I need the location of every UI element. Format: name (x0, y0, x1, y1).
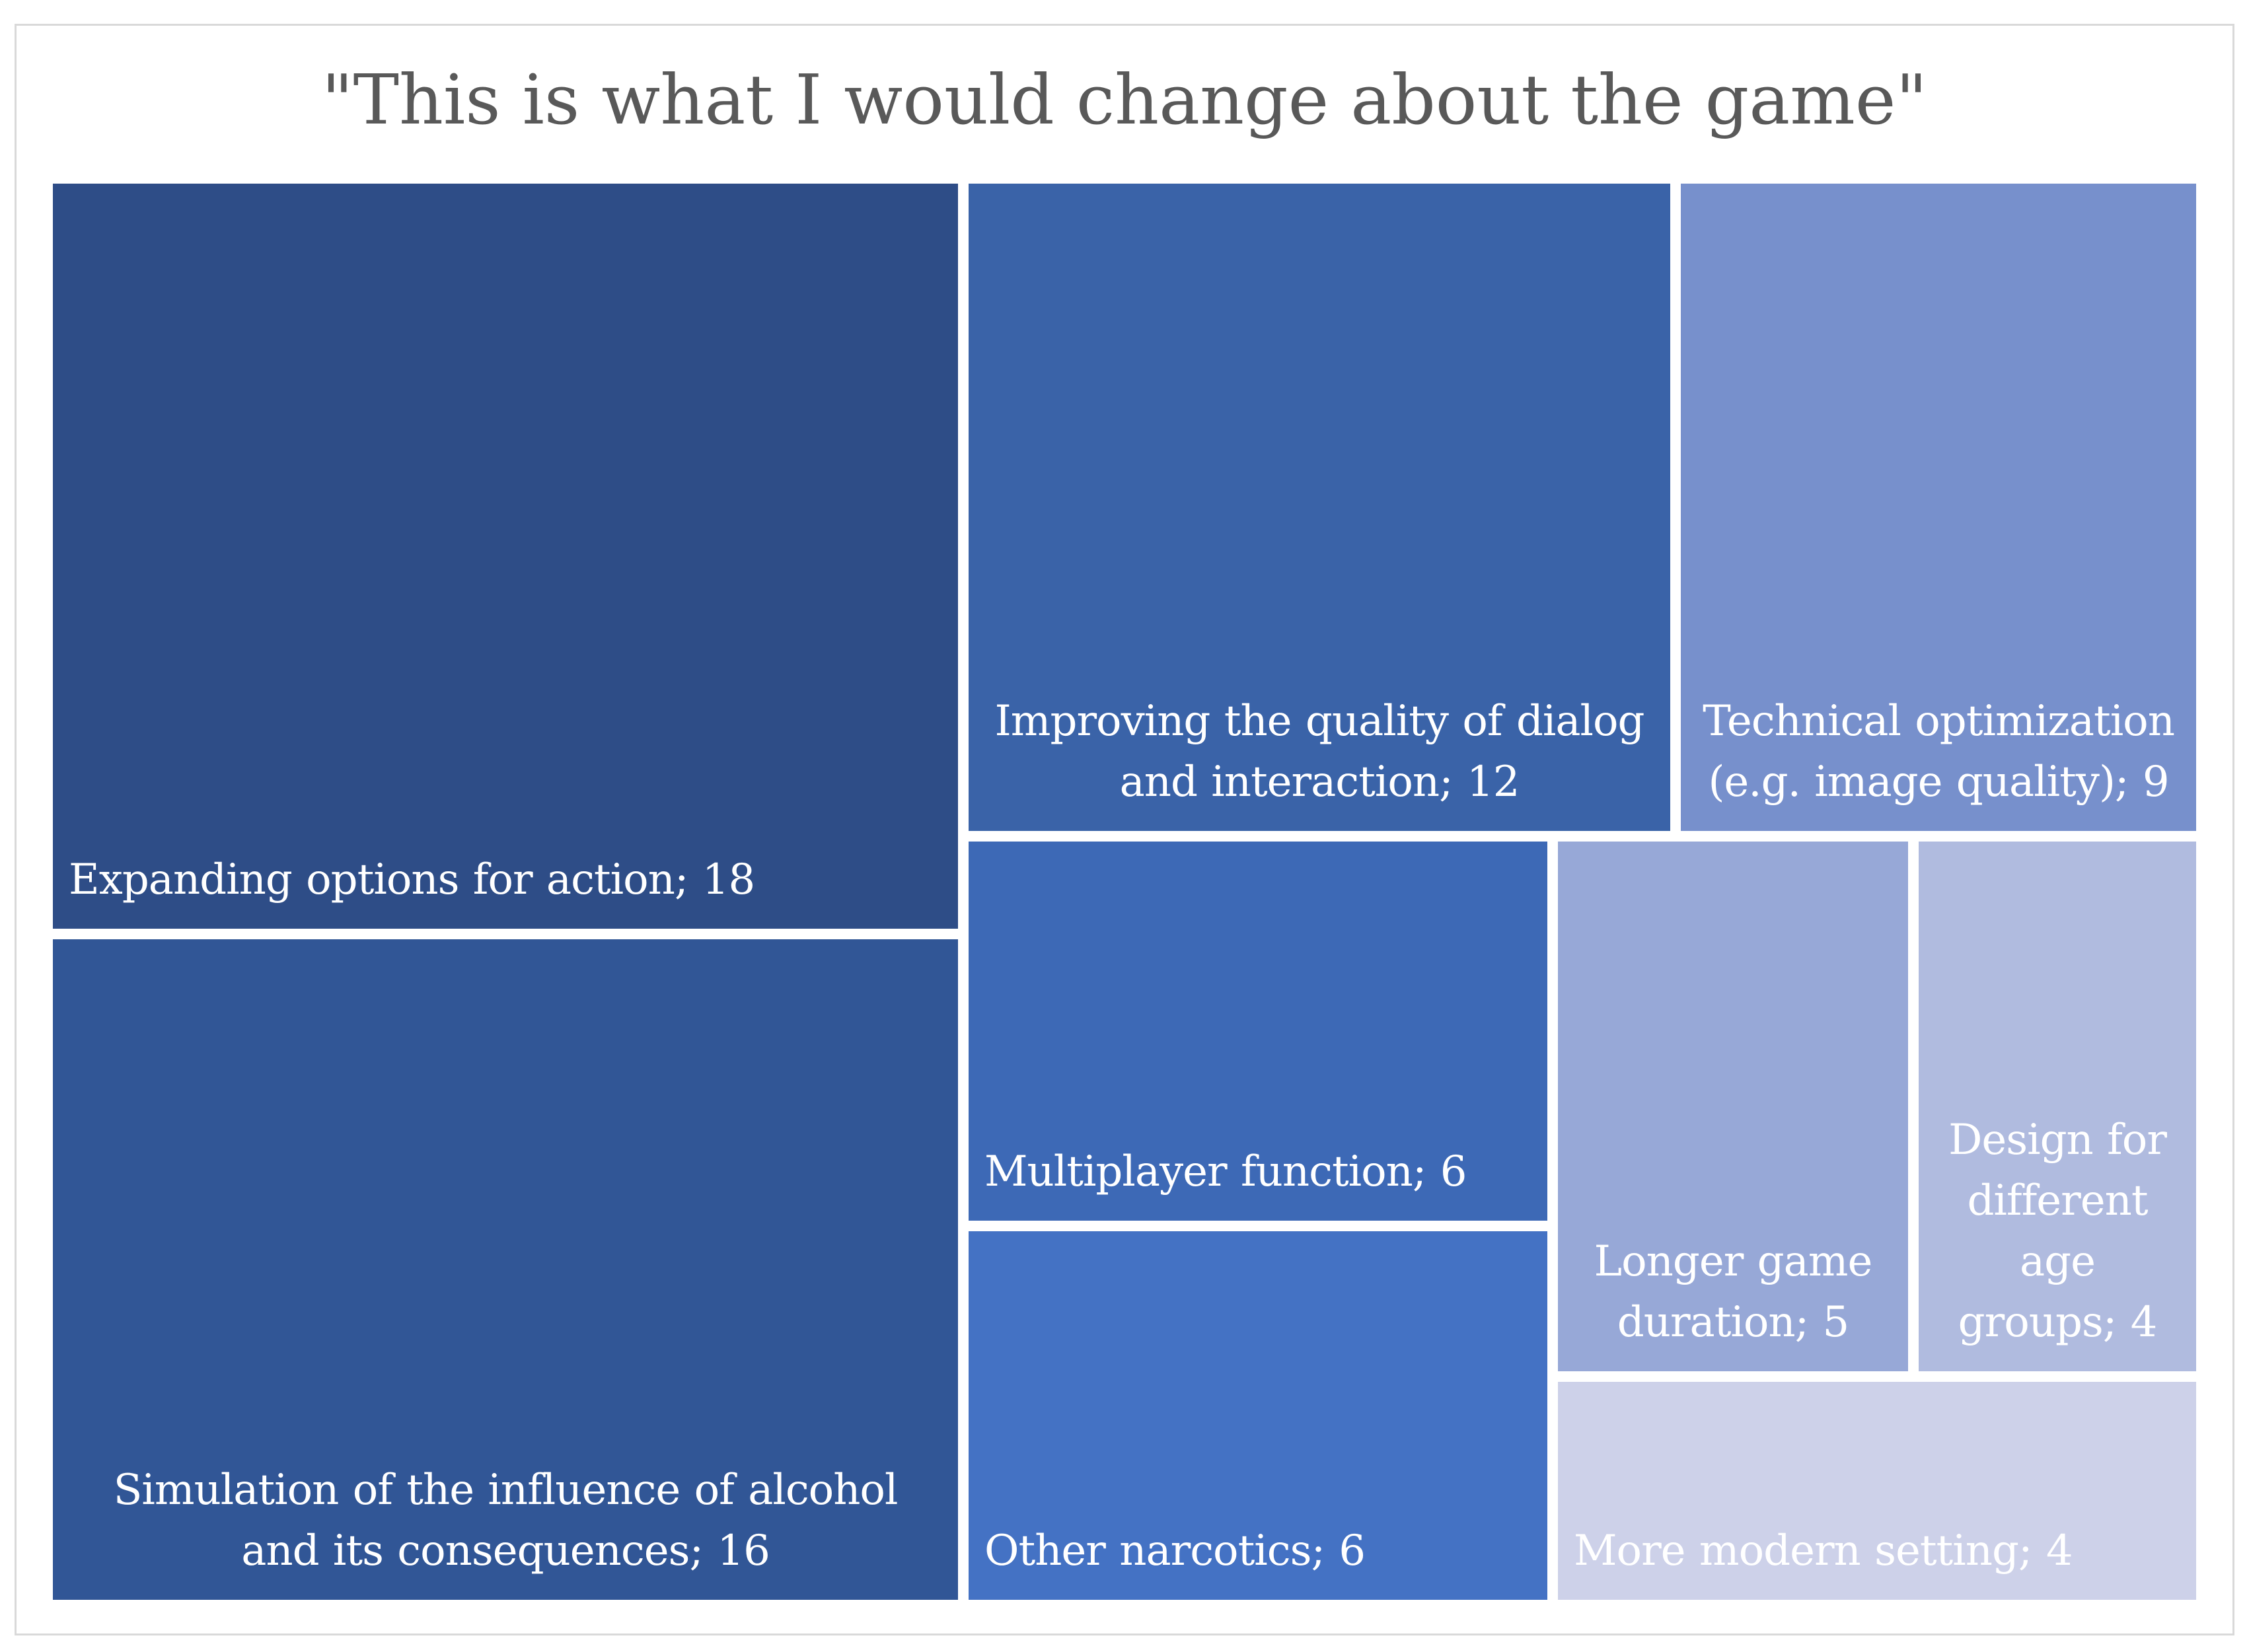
treemap-label-setting: More modern setting; 4 (1574, 1526, 2073, 1575)
treemap-tile-multiplayer: Multiplayer function; 6 (963, 836, 1553, 1226)
treemap-label-dialog: Improving the quality of dialog and inte… (994, 697, 1645, 807)
treemap-tile-technical: Technical optimization (e.g. image quali… (1676, 178, 2201, 836)
treemap-tile-setting: More modern setting; 4 (1553, 1377, 2201, 1605)
treemap-tile-duration: Longer game duration; 5 (1553, 836, 1913, 1377)
treemap-plot: Expanding options for action; 18 Simulati… (48, 178, 2201, 1605)
treemap-label-expanding: Expanding options for action; 18 (69, 855, 755, 904)
treemap-label-narcotics: Other narcotics; 6 (984, 1526, 1366, 1575)
treemap-label-agegroups: Design for different age groups; 4 (1948, 1116, 2167, 1347)
treemap-tile-agegroups: Design for different age groups; 4 (1913, 836, 2201, 1377)
treemap-tile-dialog: Improving the quality of dialog and inte… (963, 178, 1676, 836)
chart-title: "This is what I would change about the g… (321, 59, 1928, 140)
treemap-tile-simulation: Simulation of the influence of alcohol a… (48, 934, 963, 1605)
treemap-label-multiplayer: Multiplayer function; 6 (984, 1147, 1467, 1196)
treemap-label-simulation: Simulation of the influence of alcohol a… (113, 1466, 899, 1575)
treemap-tile-expanding: Expanding options for action; 18 (48, 178, 963, 934)
treemap-label-duration: Longer game duration; 5 (1594, 1237, 1873, 1347)
treemap-label-technical: Technical optimization (e.g. image quali… (1703, 697, 2175, 807)
treemap-tile-narcotics: Other narcotics; 6 (963, 1226, 1553, 1605)
